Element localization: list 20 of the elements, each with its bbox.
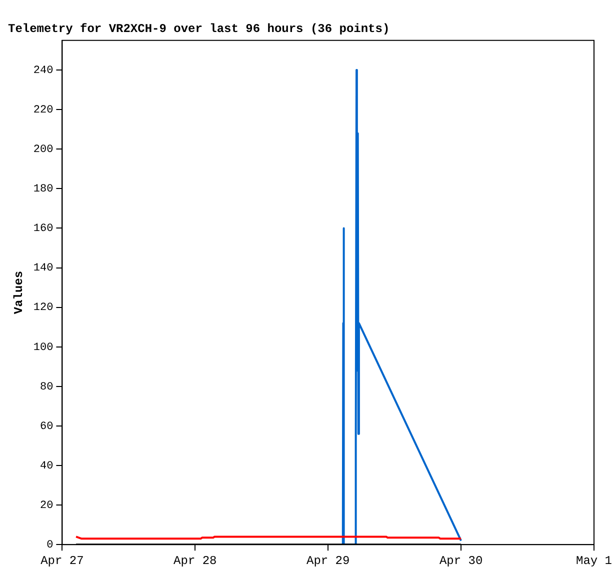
y-tick-label: 200 bbox=[33, 144, 54, 156]
y-tick-label: 180 bbox=[33, 184, 54, 196]
y-tick-label: 60 bbox=[40, 420, 54, 433]
chart-title: Telemetry for VR2XCH-9 over last 96 hours (36 points) bbox=[8, 22, 390, 36]
y-tick-label: 220 bbox=[33, 104, 54, 117]
y-tick-label: 20 bbox=[40, 500, 54, 512]
y-tick-label: 80 bbox=[40, 381, 54, 394]
x-tick-label: Apr 28 bbox=[174, 554, 217, 568]
y-tick-label: 140 bbox=[33, 262, 54, 275]
y-tick-label: 0 bbox=[46, 540, 54, 552]
y-tick-label: 240 bbox=[33, 64, 54, 77]
x-tick-label: Apr 30 bbox=[439, 554, 483, 568]
y-tick-label: 120 bbox=[33, 302, 54, 314]
y-tick-label: 40 bbox=[40, 460, 54, 472]
y-axis-title: Values bbox=[12, 270, 26, 314]
x-tick-label: Apr 29 bbox=[306, 554, 350, 568]
x-tick-label: May 1 bbox=[576, 554, 612, 568]
y-tick-label: 160 bbox=[33, 223, 54, 236]
x-tick-label: Apr 27 bbox=[40, 554, 84, 568]
y-tick-label: 100 bbox=[33, 342, 54, 354]
